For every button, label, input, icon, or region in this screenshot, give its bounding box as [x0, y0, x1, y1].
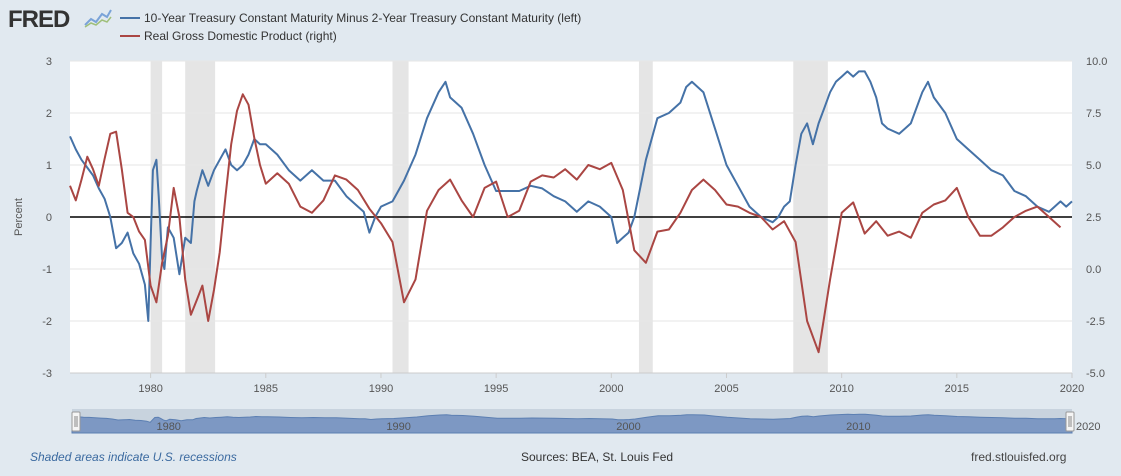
right-tick-label: -5.0 [1086, 368, 1105, 380]
legend-label-gdp: Real Gross Domestic Product (right) [144, 29, 337, 43]
x-tick-label: 2000 [599, 383, 623, 395]
right-tick-label: 10.0 [1086, 56, 1107, 68]
left-tick-label: -2 [42, 316, 52, 328]
series-lines [69, 70, 1073, 354]
range-navigator[interactable]: 1980 1990 2000 2010 2020 [71, 409, 1100, 434]
x-tick-label: 1995 [484, 383, 508, 395]
x-tick-label: 1985 [254, 383, 278, 395]
y-axis-label: Percent [13, 198, 25, 236]
right-tick-label: 7.5 [1086, 108, 1101, 120]
left-tick-label: -1 [42, 264, 52, 276]
x-tick-label: 1980 [138, 383, 162, 395]
legend-item-gdp[interactable]: Real Gross Domestic Product (right) [120, 28, 337, 44]
right-tick-label: 0.0 [1086, 264, 1101, 276]
x-axis: 1980 1985 1990 1995 2000 2005 2010 2015 2020 [70, 372, 1084, 395]
chart-header: FRED 10-Year Treasury Constant Maturity … [0, 0, 1121, 48]
series-line-gdp [69, 93, 1062, 354]
navigator-labels: 1980 1990 2000 2010 2020 [156, 421, 1100, 433]
navigator-year-label: 1980 [156, 421, 180, 433]
legend-swatch-spread [120, 17, 140, 19]
left-tick-label: -3 [42, 368, 52, 380]
x-tick-label: 1990 [369, 383, 393, 395]
legend-label-spread: 10-Year Treasury Constant Maturity Minus… [144, 11, 582, 25]
navigator-year-label: 2010 [846, 421, 870, 433]
navigator-year-label: 2000 [616, 421, 640, 433]
navigator-handle-left[interactable] [71, 411, 81, 432]
x-tick-label: 2005 [714, 383, 738, 395]
sources-text: Sources: BEA, St. Louis Fed [521, 450, 674, 464]
legend-item-spread[interactable]: 10-Year Treasury Constant Maturity Minus… [120, 10, 581, 26]
x-tick-label: 2010 [829, 383, 853, 395]
left-tick-label: 1 [46, 160, 52, 172]
left-tick-label: 2 [46, 108, 52, 120]
left-tick-label: 3 [46, 56, 52, 68]
right-axis: 10.0 7.5 5.0 2.5 0.0 -2.5 -5.0 [1086, 56, 1107, 380]
right-tick-label: -2.5 [1086, 316, 1105, 328]
legend-swatch-gdp [120, 35, 140, 37]
navigator-year-label: 2020 [1076, 421, 1100, 433]
recession-note: Shaded areas indicate U.S. recessions [30, 450, 237, 464]
left-tick-label: 0 [46, 212, 52, 224]
site-link[interactable]: fred.stlouisfed.org [971, 450, 1067, 464]
x-tick-label: 2020 [1060, 383, 1084, 395]
fred-logo[interactable]: FRED [8, 6, 70, 33]
navigator-area [71, 413, 1073, 434]
right-tick-label: 5.0 [1086, 160, 1101, 172]
right-tick-label: 2.5 [1086, 212, 1101, 224]
left-axis: 3 2 1 0 -1 -2 -3 [42, 56, 52, 380]
trend-graph-icon [84, 7, 112, 29]
navigator-year-label: 1990 [386, 421, 410, 433]
series-line-spread [69, 70, 1073, 322]
x-tick-label: 2015 [945, 383, 969, 395]
navigator-handle-right[interactable] [1065, 411, 1075, 432]
